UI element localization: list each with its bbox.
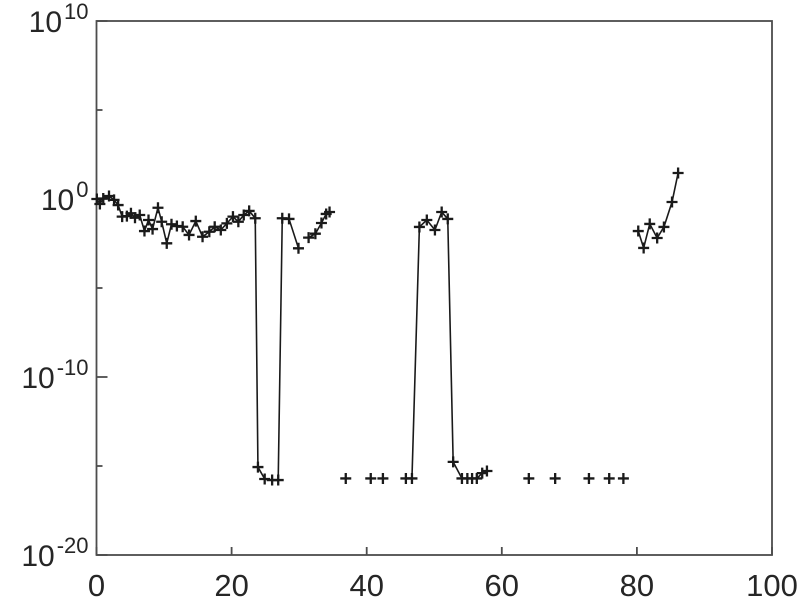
data-marker bbox=[190, 215, 202, 227]
y-tick-label-base: 10 bbox=[21, 362, 54, 395]
data-marker bbox=[406, 472, 418, 484]
plot-box bbox=[95, 20, 773, 556]
data-marker bbox=[315, 217, 327, 229]
data-marker bbox=[471, 472, 483, 484]
data-marker bbox=[249, 212, 261, 224]
y-axis-tick-label: 1010 bbox=[29, 0, 89, 39]
data-marker bbox=[147, 223, 159, 235]
data-marker bbox=[165, 218, 177, 230]
data-marker bbox=[340, 472, 352, 484]
data-marker bbox=[197, 231, 209, 243]
x-axis-tick-label: 40 bbox=[349, 568, 383, 600]
y-axis-tick-label: 10-20 bbox=[21, 533, 88, 573]
y-tick-label-base: 10 bbox=[21, 540, 54, 573]
data-marker bbox=[481, 465, 493, 477]
data-marker bbox=[666, 196, 678, 208]
data-marker bbox=[365, 472, 377, 484]
data-marker bbox=[583, 472, 595, 484]
data-segment-main-plateau-and-first-dip bbox=[96, 195, 300, 481]
data-marker bbox=[523, 472, 535, 484]
x-axis-tick-label: 80 bbox=[620, 568, 654, 600]
data-marker bbox=[283, 213, 295, 225]
data-marker bbox=[303, 232, 315, 244]
data-marker bbox=[112, 199, 124, 211]
y-tick-label-base: 10 bbox=[29, 6, 62, 39]
data-marker bbox=[447, 456, 459, 468]
y-axis-tick-label: 10-10 bbox=[21, 355, 88, 395]
data-marker bbox=[97, 192, 109, 204]
data-marker bbox=[232, 216, 244, 228]
data-marker bbox=[377, 472, 389, 484]
data-marker bbox=[644, 218, 656, 230]
data-marker bbox=[272, 474, 284, 486]
data-marker bbox=[143, 214, 155, 226]
data-marker bbox=[429, 224, 441, 236]
data-marker bbox=[221, 217, 233, 229]
x-axis-tick-label: 60 bbox=[485, 568, 519, 600]
x-axis-tick-label: 100 bbox=[746, 568, 798, 600]
data-marker bbox=[209, 221, 221, 233]
data-marker bbox=[638, 242, 650, 254]
data-marker bbox=[203, 226, 215, 238]
data-marker bbox=[215, 224, 227, 236]
data-marker bbox=[413, 221, 425, 233]
data-marker bbox=[183, 229, 195, 241]
y-tick-label-exponent: 10 bbox=[64, 0, 88, 24]
y-axis-tick-label: 100 bbox=[41, 177, 89, 217]
data-marker bbox=[651, 232, 663, 244]
y-tick-label-exponent: -20 bbox=[57, 533, 89, 558]
data-marker bbox=[94, 198, 106, 210]
data-marker bbox=[603, 472, 615, 484]
data-marker bbox=[227, 211, 239, 223]
data-marker bbox=[138, 225, 150, 237]
data-segment-middle-bump bbox=[405, 211, 488, 480]
x-axis-tick-label: 20 bbox=[214, 568, 248, 600]
data-marker bbox=[252, 461, 264, 473]
data-marker bbox=[421, 214, 433, 226]
y-tick-label-base: 10 bbox=[41, 184, 74, 217]
data-marker bbox=[442, 213, 454, 225]
data-marker bbox=[243, 205, 255, 217]
data-marker bbox=[617, 472, 629, 484]
y-tick-label-exponent: 0 bbox=[76, 177, 88, 202]
data-marker bbox=[309, 228, 321, 240]
y-tick-label-exponent: -10 bbox=[57, 355, 89, 380]
data-marker bbox=[152, 202, 164, 214]
data-marker bbox=[134, 209, 146, 221]
data-marker bbox=[292, 242, 304, 254]
data-marker bbox=[177, 221, 189, 233]
data-marker bbox=[658, 221, 670, 233]
data-marker bbox=[436, 206, 448, 218]
data-marker bbox=[161, 237, 173, 249]
data-marker bbox=[549, 472, 561, 484]
data-marker bbox=[672, 167, 684, 179]
data-marker bbox=[156, 216, 168, 228]
data-marker bbox=[632, 225, 644, 237]
data-marker bbox=[324, 206, 336, 218]
x-axis-tick-label: 0 bbox=[88, 568, 105, 600]
